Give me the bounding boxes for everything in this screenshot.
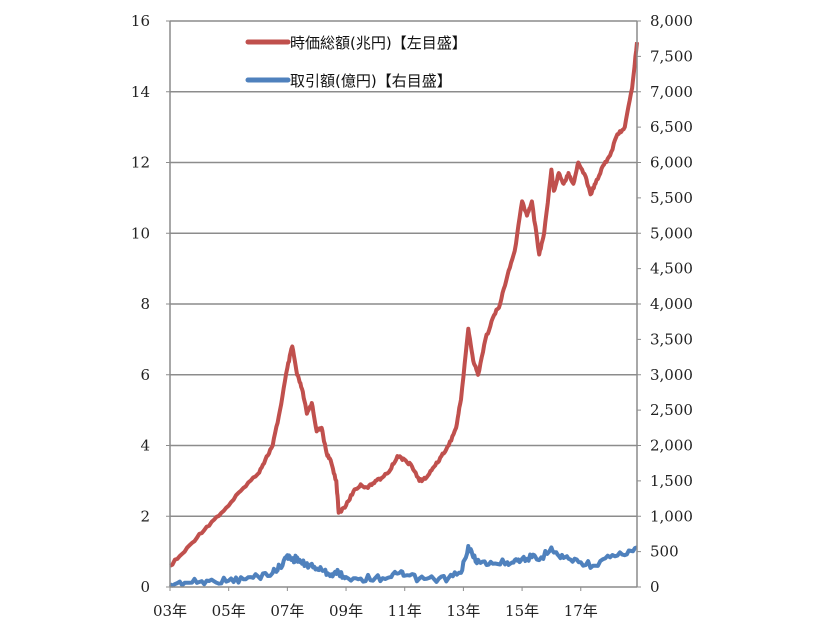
right-tick-label: 6,000 xyxy=(650,154,693,172)
series-line-trading-value xyxy=(168,544,638,588)
right-tick-label: 5,000 xyxy=(650,224,693,242)
right-tick-label: 4,000 xyxy=(650,295,693,313)
left-tick-label: 12 xyxy=(131,154,150,172)
gridlines xyxy=(170,20,637,517)
right-tick-label: 1,500 xyxy=(650,472,693,490)
left-tick-label: 6 xyxy=(140,366,150,384)
right-tick-label: 8,000 xyxy=(650,12,693,30)
right-tick-label: 7,500 xyxy=(650,47,693,65)
right-tick-label: 3,500 xyxy=(650,330,693,348)
legend-item-market-cap: 時価総額(兆円)【左目盛】 xyxy=(245,34,467,52)
x-tick-label: 03年 xyxy=(153,602,187,620)
right-tick-label: 4,500 xyxy=(650,260,693,278)
right-tick-label: 500 xyxy=(650,543,679,561)
right-tick-label: 3,000 xyxy=(650,366,693,384)
legend-label-trading-value: 取引額(億円)【右目盛】 xyxy=(290,72,452,90)
left-tick-label: 4 xyxy=(140,437,150,455)
left-tick-label: 16 xyxy=(131,12,150,30)
legend-label-market-cap: 時価総額(兆円)【左目盛】 xyxy=(290,34,467,52)
right-tick-label: 1,000 xyxy=(650,507,693,525)
right-tick-label: 2,000 xyxy=(650,437,693,455)
right-tick-label: 2,500 xyxy=(650,401,693,419)
right-axis-ticks: 0 500 1,000 1,500 2,000 2,500 3,000 3,500 4,000 4… xyxy=(637,12,693,596)
right-tick-label: 0 xyxy=(650,578,660,596)
x-tick-label: 05年 xyxy=(212,602,246,620)
left-tick-label: 0 xyxy=(140,578,150,596)
x-tick-label: 17年 xyxy=(564,602,598,620)
series-line-market-cap xyxy=(169,42,639,568)
left-tick-label: 14 xyxy=(131,83,150,101)
x-tick-label: 07年 xyxy=(270,602,304,620)
left-axis-ticks: 0 2 4 6 8 10 12 14 16 xyxy=(131,12,170,596)
left-tick-label: 10 xyxy=(131,224,150,242)
series-layer xyxy=(168,42,639,588)
x-tick-label: 11年 xyxy=(388,602,422,620)
right-tick-label: 6,500 xyxy=(650,118,693,136)
legend: 時価総額(兆円)【左目盛】 取引額(億円)【右目盛】 xyxy=(245,34,467,90)
left-tick-label: 8 xyxy=(140,295,150,313)
right-tick-label: 5,500 xyxy=(650,189,693,207)
left-tick-label: 2 xyxy=(140,507,150,525)
legend-item-trading-value: 取引額(億円)【右目盛】 xyxy=(245,72,452,90)
x-tick-label: 09年 xyxy=(329,602,363,620)
x-tick-label: 15年 xyxy=(505,602,539,620)
right-tick-label: 7,000 xyxy=(650,83,693,101)
x-tick-label: 13年 xyxy=(446,602,480,620)
x-axis-ticks: 03年 05年 07年 09年 11年 13年 15年 17年 xyxy=(153,587,598,620)
